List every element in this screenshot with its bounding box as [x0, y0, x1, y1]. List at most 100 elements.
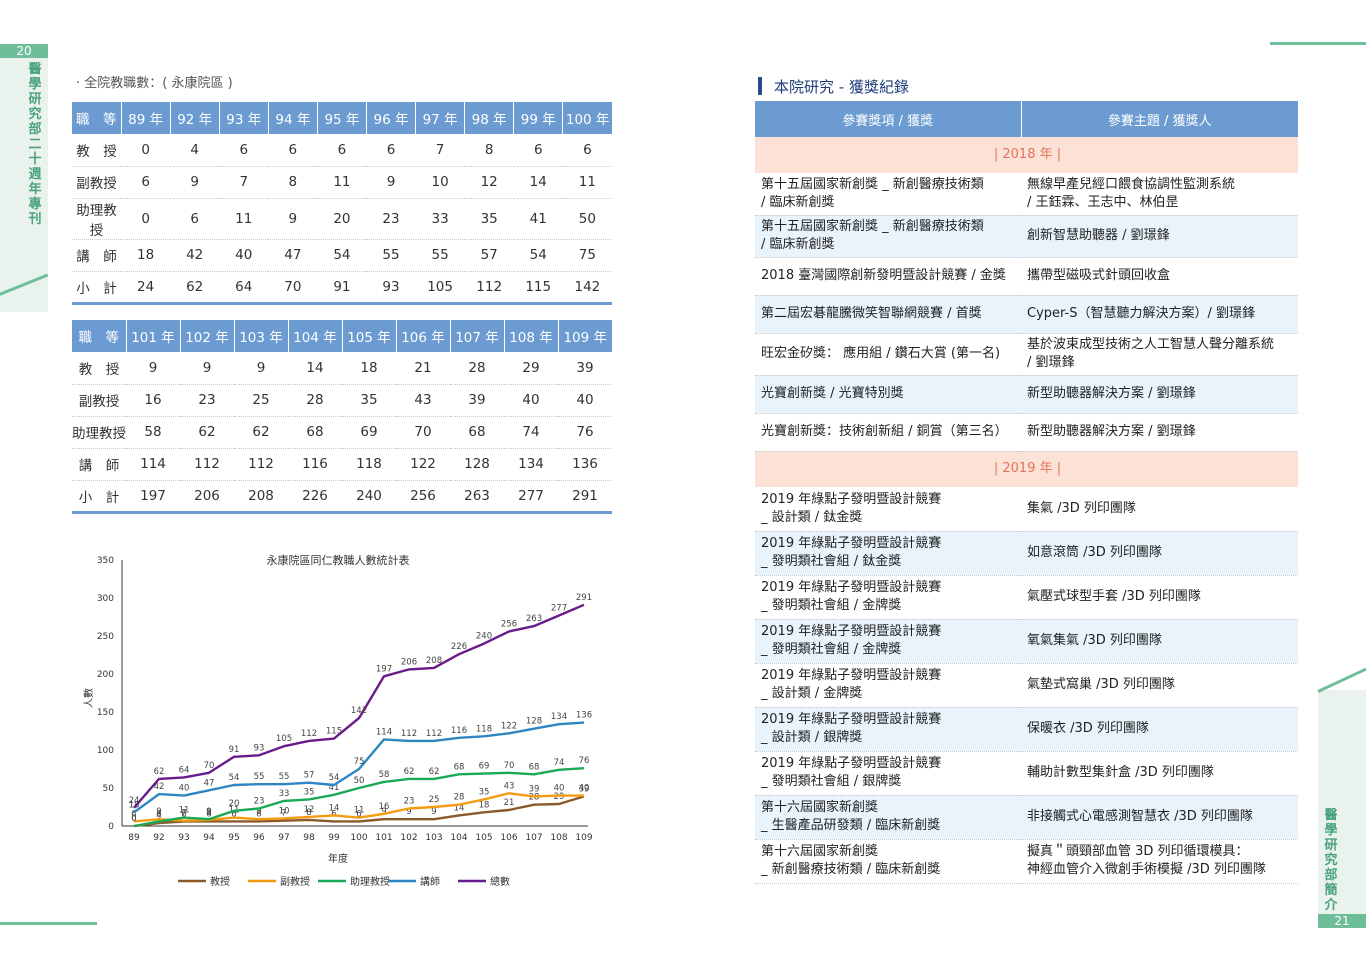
table-cell: 136 [558, 448, 612, 481]
x-tick-label: 101 [375, 833, 392, 843]
table-cell: 62 [180, 416, 234, 449]
awards-col1-header: 參賽獎項 / 獲獎 [755, 101, 1021, 137]
award-topic: 氧氣集氣 /3D 列印團隊 [1021, 619, 1298, 664]
award-topic: 氣壓式球型手套 /3D 列印團隊 [1021, 575, 1298, 620]
table-cell: 25 [234, 384, 288, 417]
award-row: 2019 年綠點子發明暨設計競賽 _ 設計類 / 金牌獎 氣墊式窩巢 /3D 列印… [755, 663, 1298, 708]
data-label: 20 [229, 799, 240, 809]
table-cell: 41 [513, 198, 563, 240]
data-label: 54 [329, 773, 340, 783]
table-cell: 7 [415, 134, 465, 167]
header-cell-rank: 職 等 [72, 320, 126, 352]
x-tick-label: 96 [253, 833, 265, 843]
data-label: 11 [179, 806, 190, 816]
awards-table: 參賽獎項 / 獲獎 參賽主題 / 獲獎人 | 2018 年 | 第十五屆國家新創獎… [755, 101, 1298, 884]
data-label: 50 [354, 776, 365, 786]
data-label: 35 [304, 787, 315, 797]
header-cell-year: 106 年 [395, 320, 450, 352]
data-label: 70 [504, 761, 515, 771]
header-cell-year: 104 年 [287, 320, 342, 352]
data-label: 114 [376, 727, 392, 737]
data-label: 8 [206, 808, 211, 818]
data-label: 40 [179, 784, 190, 794]
table-cell: 10 [415, 166, 465, 199]
data-label: 40 [579, 784, 590, 794]
table-cell: 55 [415, 239, 465, 272]
table-cell: 7 [219, 166, 269, 199]
header-cell-year: 93 年 [218, 102, 269, 134]
award-row: 2019 年綠點子發明暨設計競賽 _ 發明類社會組 / 金牌獎 氣壓式球型手套 /… [755, 575, 1298, 620]
award-name: 2019 年綠點子發明暨設計競賽 _ 設計類 / 鈦金獎 [755, 487, 1021, 532]
table-cell: 6 [219, 134, 269, 167]
table-cell: 33 [415, 198, 465, 240]
staff-table-101-109: 職 等 101 年 102 年 103 年 104 年 105 年 106 年 107 年 10… [72, 320, 612, 514]
x-tick-label: 98 [303, 833, 315, 843]
table-cell: 128 [450, 448, 504, 481]
data-label: 18 [129, 800, 140, 810]
y-tick-label: 300 [97, 594, 114, 604]
award-row: 2019 年綠點子發明暨設計競賽 _ 發明類社會組 / 金牌獎 氧氣集氣 /3D … [755, 619, 1298, 664]
table-cell: 6 [562, 134, 612, 167]
table-cell: 11 [317, 166, 367, 199]
table-header-row: 職 等 101 年 102 年 103 年 104 年 105 年 106 年 107 年 10… [72, 320, 612, 352]
data-label: 74 [554, 758, 565, 768]
table-cell: 18 [342, 352, 396, 385]
data-label: 112 [401, 729, 417, 739]
table-row: 教 授 9 9 9 14 18 21 28 29 39 [72, 352, 612, 385]
table-cell: 14 [288, 352, 342, 385]
award-name: 第十五屆國家新創獎 _ 新創醫療技術類 / 臨床新創獎 [755, 215, 1021, 258]
left-side-title: 醫學研究部二十週年專刊 [28, 62, 42, 227]
data-label: 29 [554, 792, 565, 802]
header-cell-year: 89 年 [120, 102, 171, 134]
data-label: 68 [454, 762, 465, 772]
heading-bar [758, 77, 762, 95]
data-label: 64 [179, 765, 190, 775]
table-cell: 29 [504, 352, 558, 385]
table-cell: 6 [268, 134, 318, 167]
award-topic: 創新智慧助聽器 / 劉璟鋒 [1021, 215, 1298, 258]
award-name: 2019 年綠點子發明暨設計競賽 _ 發明類社會組 / 金牌獎 [755, 619, 1021, 664]
legend-label: 講師 [420, 875, 440, 888]
table-cell: 40 [219, 239, 269, 272]
data-label: 128 [526, 717, 542, 727]
data-label: 9 [431, 807, 436, 817]
data-label: 16 [379, 802, 390, 812]
table-cell: 23 [366, 198, 416, 240]
table-row: 講 師 18 42 40 47 54 55 55 57 54 75 [72, 239, 612, 272]
data-label: 39 [579, 784, 590, 794]
row-label: 教 授 [72, 134, 122, 167]
table-cell: 112 [234, 448, 288, 481]
data-label: 58 [379, 770, 390, 780]
data-label: 122 [501, 721, 517, 731]
data-label: 226 [451, 642, 467, 652]
award-row: 2019 年綠點子發明暨設計競賽 _ 設計類 / 鈦金獎 集氣 /3D 列印團隊 [755, 487, 1298, 532]
header-cell-year: 101 年 [125, 320, 180, 352]
table-cell: 68 [288, 416, 342, 449]
header-cell-year: 108 年 [503, 320, 558, 352]
page-number-left: 20 [0, 44, 48, 58]
row-label: 教 授 [72, 352, 126, 385]
data-label: 39 [529, 784, 540, 794]
table-cell: 70 [268, 271, 318, 305]
x-tick-label: 99 [328, 833, 340, 843]
series-line [133, 795, 585, 828]
data-label: 70 [204, 761, 215, 771]
table-cell: 0 [121, 134, 171, 167]
data-label: 91 [229, 745, 240, 755]
header-cell-year: 94 年 [267, 102, 318, 134]
data-label: 206 [401, 657, 417, 667]
top-decor-line [1270, 42, 1366, 45]
data-label: 68 [529, 762, 540, 772]
data-label: 208 [426, 656, 442, 666]
table-cell: 69 [342, 416, 396, 449]
data-label: 6 [156, 809, 161, 819]
legend-label: 助理教授 [350, 875, 390, 888]
table-cell: 74 [504, 416, 558, 449]
table-cell: 11 [562, 166, 612, 199]
award-row: 第十五屆國家新創獎 _ 新創醫療技術類 / 臨床新創獎 無線早產兒經口餵食協調性監… [755, 173, 1298, 216]
table-row: 小 計 24 62 64 70 91 93 105 112 115 142 [72, 271, 612, 305]
table-cell: 54 [317, 239, 367, 272]
